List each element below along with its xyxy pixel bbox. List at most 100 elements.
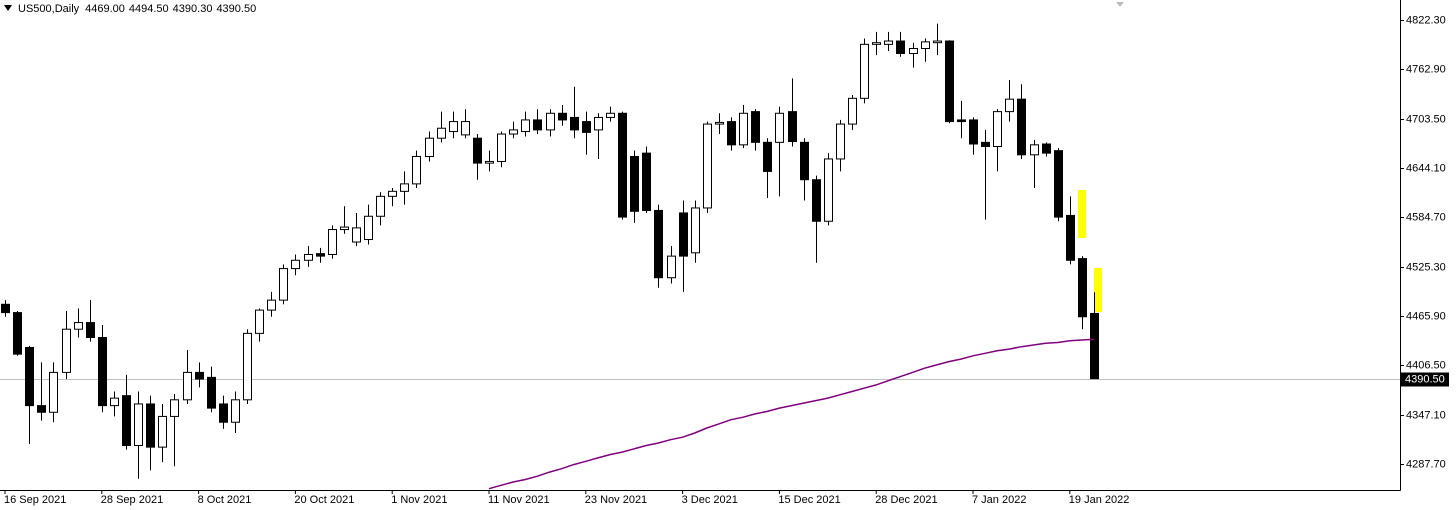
candle-body: [291, 259, 300, 270]
candle-body: [74, 322, 83, 330]
candle-body: [642, 152, 651, 211]
candle-body: [1066, 214, 1075, 261]
x-tick-label: 11 Nov 2021: [488, 494, 550, 506]
candle-body: [546, 112, 555, 131]
x-tick-label: 16 Sep 2021: [4, 494, 66, 506]
moving-average: [488, 338, 1095, 490]
shift-marker: [1116, 2, 1124, 7]
y-tick-label: 4584.70: [1406, 211, 1446, 223]
y-tick-label: 4525.30: [1406, 261, 1446, 273]
candle-body: [183, 371, 192, 401]
candle-body: [1078, 258, 1087, 318]
ohlc-label: 4494.50: [129, 3, 169, 15]
candle-body: [497, 133, 506, 162]
candle-body: [533, 119, 542, 131]
candle-body: [485, 160, 494, 164]
candle-body: [340, 226, 349, 231]
ohlc-label: 4390.30: [173, 3, 213, 15]
candle-body: [933, 40, 942, 44]
chart-header: US500,Daily 4469.00 4494.50 4390.30 4390.50: [18, 3, 256, 15]
y-tick-label: 4762.90: [1406, 63, 1446, 75]
candle-body: [509, 129, 518, 135]
candle-body: [449, 121, 458, 133]
candle-body: [364, 215, 373, 241]
candle-body: [267, 299, 276, 311]
x-tick-label: 23 Nov 2021: [585, 494, 647, 506]
candle-body: [1005, 98, 1014, 113]
candle-body: [896, 40, 905, 54]
candle-body: [909, 48, 918, 54]
candle-body: [1017, 98, 1026, 156]
candle-body: [957, 119, 966, 123]
candle-body: [473, 137, 482, 164]
candle-body: [1042, 143, 1051, 154]
candle-body: [13, 312, 22, 355]
candle-body: [654, 209, 663, 279]
candle-body: [727, 121, 736, 146]
candle-body: [1030, 144, 1039, 156]
x-tick-label: 20 Oct 2021: [294, 494, 354, 506]
candle-body: [425, 137, 434, 157]
candle-body: [848, 97, 857, 125]
candle-body: [376, 195, 385, 217]
candle-body: [437, 127, 446, 139]
candle-body: [86, 322, 95, 339]
candle-body: [255, 309, 264, 334]
price-label: 4390.50: [1405, 373, 1445, 385]
candle-body: [558, 112, 567, 121]
x-tick-label: 28 Dec 2021: [875, 494, 937, 506]
candle-body: [37, 405, 46, 413]
highlight: [1078, 190, 1086, 238]
x-tick-label: 19 Jan 2022: [1069, 494, 1130, 506]
candle-body: [304, 253, 313, 261]
candle-body: [884, 40, 893, 45]
candle-body: [400, 183, 409, 192]
candle-body: [231, 399, 240, 423]
candle-body: [328, 229, 337, 255]
candle-body: [98, 337, 107, 407]
candle-body: [49, 371, 58, 413]
price-label-bg: [1401, 372, 1449, 387]
candle-body: [521, 119, 530, 133]
candle-body: [279, 268, 288, 301]
candle-body: [219, 403, 228, 423]
candle-body: [630, 155, 639, 212]
candle-body: [751, 111, 760, 143]
candle-body: [1054, 150, 1063, 218]
candle-body: [110, 397, 119, 407]
candle-body: [134, 403, 143, 446]
y-tick-label: 4465.90: [1406, 310, 1446, 322]
candle-body: [146, 403, 155, 448]
candle-body: [691, 207, 700, 254]
candle-body: [981, 141, 990, 148]
ohlc-label: 4390.50: [216, 3, 256, 15]
x-tick-label: 3 Dec 2021: [682, 494, 738, 506]
x-tick-label: 1 Nov 2021: [391, 494, 447, 506]
candle-body: [594, 116, 603, 131]
candle-body: [25, 346, 34, 407]
candle-body: [170, 399, 179, 417]
candle-body: [582, 121, 591, 133]
candle-body: [1090, 312, 1099, 380]
symbol: US500,Daily: [18, 3, 80, 15]
x-tick-label: 8 Oct 2021: [198, 494, 252, 506]
candle-body: [860, 43, 869, 99]
y-tick-label: 4347.10: [1406, 409, 1446, 421]
x-tick-label: 15 Dec 2021: [778, 494, 840, 506]
candle-body: [739, 112, 748, 146]
candle-body: [570, 116, 579, 131]
candle-body: [872, 42, 881, 45]
candle-body: [800, 141, 809, 181]
x-tick-label: 7 Jan 2022: [972, 494, 1026, 506]
candle-body: [788, 111, 797, 143]
candle-body: [969, 119, 978, 145]
candle-body: [461, 121, 470, 136]
y-tick-label: 4287.70: [1406, 458, 1446, 470]
candle-body: [1, 303, 10, 314]
candle-body: [62, 328, 71, 373]
candle-body: [836, 123, 845, 160]
candle-body: [763, 141, 772, 172]
